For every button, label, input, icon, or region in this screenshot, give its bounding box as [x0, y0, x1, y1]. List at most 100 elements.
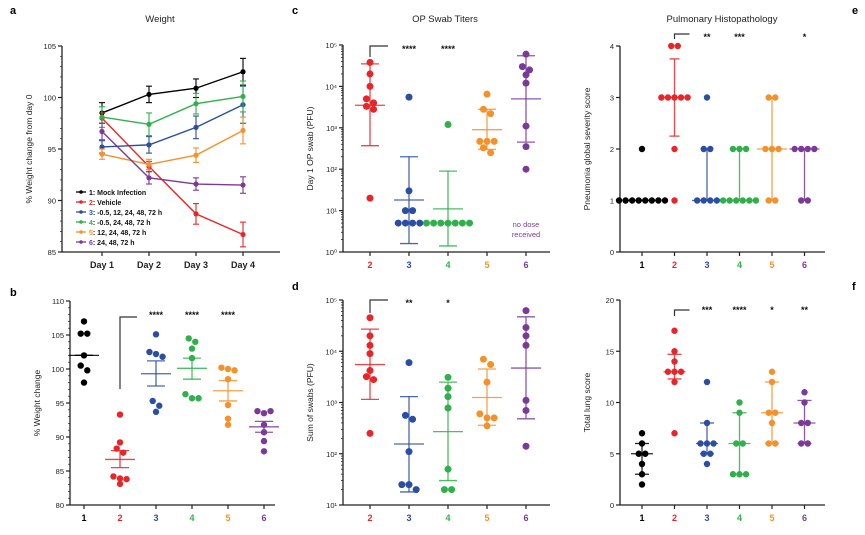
- y-tick-label: 10⁴: [325, 82, 337, 91]
- series-line: [101, 129, 244, 166]
- data-point: [671, 378, 678, 386]
- group-1: [631, 430, 653, 488]
- data-point: [240, 231, 246, 238]
- x-tick-label: 1: [81, 513, 86, 523]
- data-point: [152, 408, 160, 416]
- data-point: [479, 144, 487, 152]
- series-6: [99, 122, 246, 194]
- x-tick-label: 6: [802, 260, 807, 270]
- y-tick-label: 3: [610, 94, 614, 103]
- y-axis-label: Day 1 OP swab (PFU): [305, 106, 315, 190]
- y-axis-label: % Weight change from day 0: [24, 94, 34, 203]
- data-point: [99, 144, 105, 150]
- data-point: [80, 318, 88, 325]
- data-point: [366, 194, 374, 202]
- y-tick-label: 10⁵: [326, 41, 337, 50]
- data-point: [240, 93, 246, 100]
- data-point: [193, 85, 199, 91]
- group-4: ****: [177, 310, 207, 402]
- data-point: [622, 197, 629, 204]
- data-point: [479, 355, 487, 363]
- data-point: [146, 161, 152, 168]
- data-point: [444, 373, 452, 381]
- data-point: [370, 99, 378, 107]
- group-4: ****: [422, 44, 474, 247]
- y-tick-label: 85: [48, 248, 56, 257]
- data-point: [193, 181, 199, 187]
- data-point: [409, 415, 417, 423]
- data-point: [224, 415, 232, 422]
- data-point: [490, 137, 498, 145]
- panel-b: b 80 85 90 95 100 105 110 % Weight change 1 2 3 4 5 6 *…: [10, 287, 279, 523]
- data-point: [146, 142, 152, 148]
- group-3: ****: [141, 310, 171, 416]
- x-tick-label: 5: [484, 513, 489, 523]
- data-point: [240, 127, 246, 134]
- group-5: ****: [213, 310, 243, 428]
- x-tick-label: 3: [153, 513, 158, 523]
- comparison-bracket: [673, 33, 690, 39]
- x-tick-label: 4: [445, 260, 450, 270]
- data-point: [394, 219, 402, 227]
- legend-group-desc: : Vehicle: [93, 200, 122, 207]
- data-point: [487, 361, 495, 369]
- comparison-bracket: [369, 45, 388, 57]
- data-point: [362, 373, 370, 381]
- data-point: [458, 219, 466, 227]
- data-point: [430, 219, 438, 227]
- data-point: [110, 473, 117, 480]
- data-point: [490, 414, 498, 422]
- legend-label: 6: 24, 48, 72 h: [89, 240, 135, 247]
- data-point: [405, 359, 413, 367]
- y-tick-label: 10³: [326, 124, 337, 133]
- data-point: [409, 207, 417, 215]
- y-tick-label: 2: [610, 145, 614, 154]
- significance-marker: ****: [149, 310, 164, 320]
- x-tick-label: Day 3: [184, 260, 208, 270]
- data-point: [638, 430, 646, 437]
- legend-marker: [79, 190, 83, 194]
- comparison-bracket: [673, 309, 690, 316]
- data-point: [522, 307, 530, 315]
- legend-marker: [79, 230, 83, 234]
- legend-label: 3: -0.5, 12, 24, 48, 72 h: [89, 210, 162, 217]
- series-line: [101, 71, 244, 114]
- y-tick-label: 110: [52, 297, 64, 306]
- legend-group-desc: : 24, 48, 72 h: [93, 240, 135, 247]
- significance-marker: ****: [732, 305, 747, 315]
- x-tick-label: 4: [737, 260, 742, 270]
- x-tick-label: 3: [406, 513, 411, 523]
- data-point: [405, 93, 413, 101]
- group-3: **: [692, 32, 722, 204]
- y-tick-label: 20: [606, 296, 614, 305]
- data-point: [638, 145, 646, 153]
- x-tick-label: 4: [737, 513, 742, 523]
- legend-label: 1: Mock Infection: [89, 190, 146, 197]
- significance-marker: ****: [221, 310, 236, 320]
- x-tick-label: 6: [523, 260, 528, 270]
- data-point: [661, 197, 669, 204]
- y-tick-label: 95: [56, 399, 64, 408]
- data-point: [801, 389, 808, 396]
- data-point: [437, 219, 445, 227]
- data-point: [146, 175, 152, 181]
- y-tick-label: 85: [56, 467, 64, 476]
- data-point: [671, 430, 678, 437]
- y-tick-label: 1: [610, 197, 614, 206]
- legend-group-desc: : 12, 24, 48, 72 h: [93, 230, 146, 237]
- data-point: [116, 475, 124, 482]
- legend-group-desc: : -0.5, 12, 24, 48, 72 h: [93, 210, 162, 217]
- data-point: [123, 475, 130, 483]
- significance-marker: ***: [734, 32, 745, 42]
- panel-label: b: [10, 287, 17, 299]
- y-tick-label: 0: [610, 248, 614, 257]
- series-line: [101, 130, 244, 186]
- series-line: [101, 95, 244, 126]
- y-tick-label: 100: [43, 94, 56, 103]
- data-point: [195, 395, 202, 402]
- y-axis-label: Pneumonia global severity score: [582, 87, 592, 210]
- y-tick-label: 0: [610, 501, 614, 510]
- data-point: [188, 345, 196, 352]
- y-tick-label: 10²: [326, 450, 337, 459]
- data-point: [409, 219, 417, 227]
